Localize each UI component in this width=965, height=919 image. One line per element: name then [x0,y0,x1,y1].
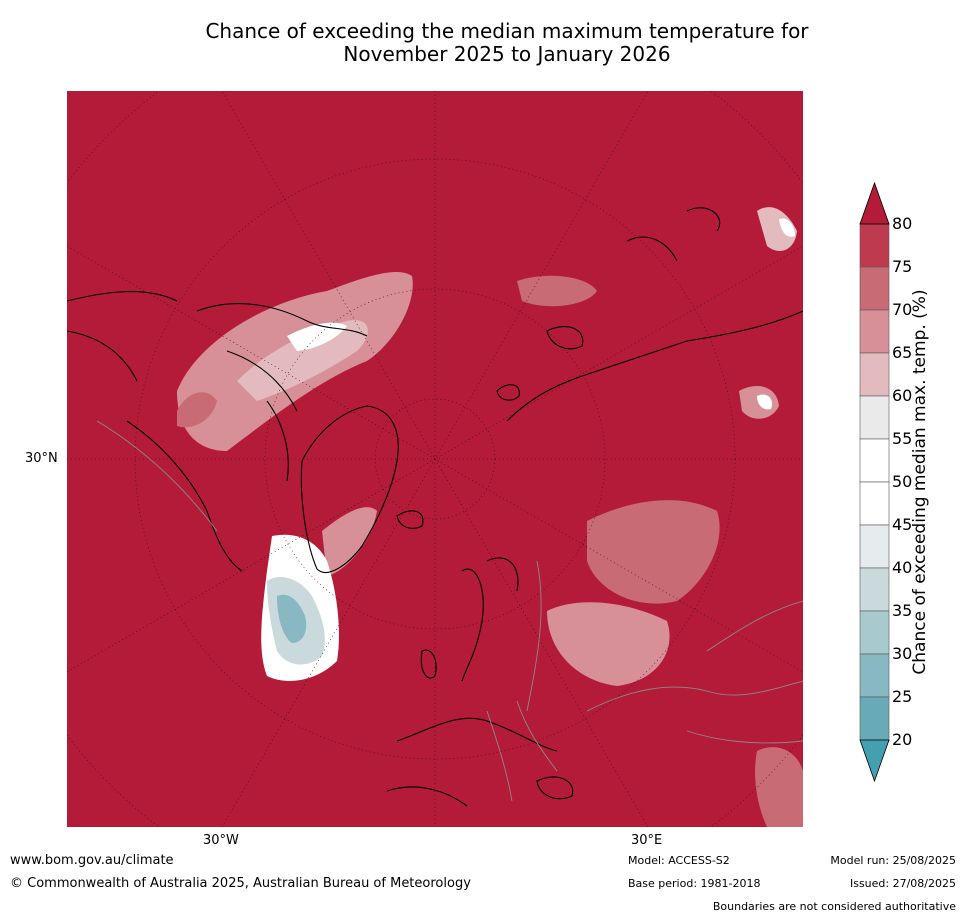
footer-base-period: Base period: 1981-2018 [628,877,761,890]
greenland-coast [300,405,399,573]
colorbar-segment [859,610,890,655]
black-caspian-coast [536,776,574,800]
colorbar-segment [859,309,890,354]
colorbar-tick-label: 40 [892,558,913,577]
meridian-line [67,245,803,673]
shade-alaska [177,392,217,428]
iceland-coast [396,510,424,529]
shade-north-america-white [287,322,347,351]
colorbar-label: Chance of exceeding median max. temp. (%… [910,289,930,675]
colorbar-tick-label: 70 [892,300,913,319]
graticule [67,91,803,827]
colorbar-tick-label: 60 [892,386,913,405]
country-borders [96,420,803,802]
colorbar-segment [859,481,890,526]
colorbar-tick-label: 30 [892,644,913,663]
meridian-line [67,245,803,673]
border-china-india [686,730,803,744]
shade-north-america-light [237,320,368,401]
shade-east-asia-white [779,218,795,237]
canadian-arctic-coast [196,303,368,482]
border-europe-2 [516,700,558,772]
map-title: Chance of exceeding the median maximum t… [0,20,965,66]
border-russia-kazakhstan [586,680,803,712]
title-line-2: November 2025 to January 2026 [343,42,671,66]
border-canada-usa [96,420,218,532]
colorbar-segment [859,567,890,612]
colorbar-tick-label: 35 [892,601,913,620]
colorbar-segment [859,524,890,569]
colorbar-segments [859,223,890,741]
siberia-coast [506,310,803,422]
shade-siberia-2 [547,602,670,686]
colorbar-tick-label: 55 [892,429,913,448]
shade-north-siberia [517,275,597,307]
scandinavia-coast [461,557,519,682]
probability-map [67,91,803,827]
colorbar-tick-label: 80 [892,214,913,233]
arctic-islands-coast [496,326,584,401]
colorbar-segment [859,696,890,741]
colorbar-segment [859,352,890,397]
colorbar-svg [859,181,890,783]
colorbar-tick-label: 50 [892,472,913,491]
footer-model: Model: ACCESS-S2 [628,854,730,867]
border-mongolia-china [706,600,803,652]
colorbar-tick-label: 25 [892,687,913,706]
shade-india [755,747,803,827]
north-america-coast [67,290,243,572]
colorbar-segment [859,653,890,698]
shade-greenland-east [322,507,377,576]
colorbar-segment [859,223,890,268]
colorbar-tick-label: 45 [892,515,913,534]
coastlines [67,207,803,807]
map-svg [67,91,803,827]
colorbar-over-triangle [859,181,890,225]
colorbar-under-triangle [859,739,890,783]
meridian-line [221,91,649,827]
colorbar-segment [859,395,890,440]
lat-label-30n: 30°N [25,451,58,466]
footer-url[interactable]: www.bom.gov.au/climate [10,853,174,868]
kamchatka-coast [626,207,721,262]
colorbar-tick-label: 20 [892,730,913,749]
colorbar-tick-label: 65 [892,343,913,362]
footer-copyright: © Commonwealth of Australia 2025, Austra… [10,876,471,891]
footer-model-run: Model run: 25/08/2025 [830,854,956,867]
alaska-coast [67,330,138,382]
lon-label-30w: 30°W [203,833,239,848]
border-europe-1 [486,710,513,802]
lon-label-30e: 30°E [631,833,663,848]
british-isles-coast [420,649,437,679]
meridian-line [221,91,649,827]
colorbar-tick-label: 75 [892,257,913,276]
colorbar-segment [859,438,890,483]
shade-siberia-1 [587,500,720,604]
shade-east-asia [757,207,797,251]
probability-shading [177,207,803,827]
shade-central-asia-white [757,394,773,410]
footer-issued: Issued: 27/08/2025 [849,877,956,890]
parallel-circle [264,288,606,630]
colorbar [840,180,965,790]
footer-disclaimer: Boundaries are not considered authoritat… [712,900,956,913]
shade-europe-cold-inner [277,594,307,643]
title-line-1: Chance of exceeding the median maximum t… [205,19,809,43]
colorbar-segment [859,266,890,311]
border-russia-west [526,560,542,712]
